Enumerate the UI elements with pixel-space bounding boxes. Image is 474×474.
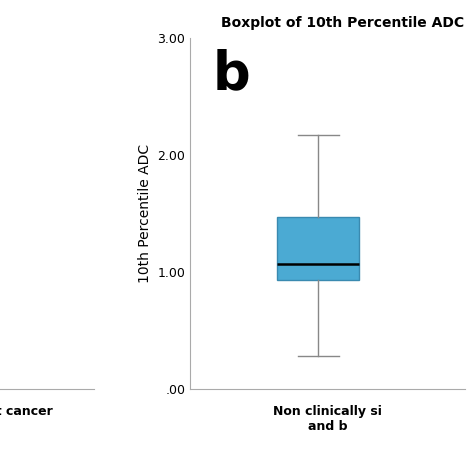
Text: b: b — [212, 48, 250, 100]
Y-axis label: 10th Percentile ADC: 10th Percentile ADC — [138, 144, 152, 283]
X-axis label: Clinically significant cancer: Clinically significant cancer — [0, 405, 53, 418]
PathPatch shape — [277, 217, 359, 280]
Text: Boxplot of 10th Percentile ADC: Boxplot of 10th Percentile ADC — [221, 16, 465, 30]
X-axis label: Non clinically si
and b: Non clinically si and b — [273, 405, 382, 433]
